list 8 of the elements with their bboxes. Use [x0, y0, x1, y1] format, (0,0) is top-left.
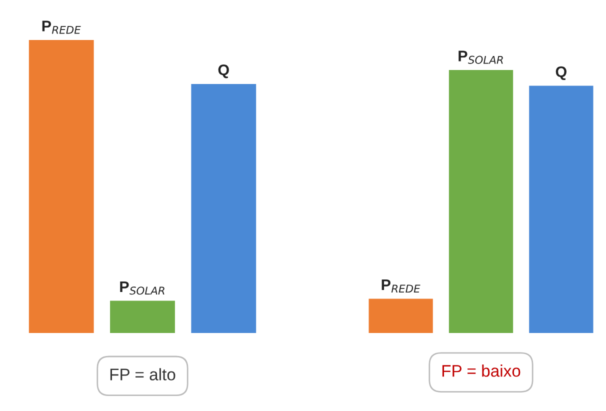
- series-label: P$_{REDE}$: [42, 20, 81, 34]
- x-axis-title: FP = baixo: [442, 364, 520, 377]
- series-label: P$_{SOLAR}$: [120, 282, 164, 295]
- series-label: Q: [218, 64, 229, 78]
- series-label: P$_{SOLAR}$: [458, 50, 503, 64]
- x-axis-title: FP = alto: [110, 368, 176, 380]
- series-label: Q: [556, 66, 566, 80]
- series-label: P$_{REDE}$: [382, 280, 420, 293]
